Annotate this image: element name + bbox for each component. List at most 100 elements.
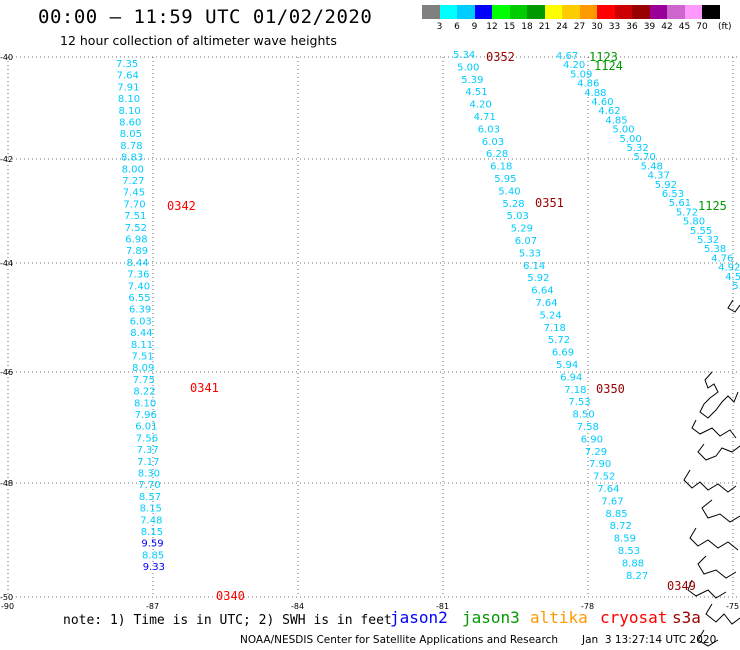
swh-value-0351: 6.64 xyxy=(531,286,553,297)
colorbar-swatch xyxy=(509,5,527,19)
colorbar-labels: 3 6 9 12 15 18 21 24 27 30 33 36 39 42 45 70 xyxy=(422,22,737,34)
colorbar-label: 6 xyxy=(454,22,460,32)
swh-value-0351: 7.18 xyxy=(544,323,566,334)
swh-value-0351: 5.29 xyxy=(511,224,533,235)
coastline xyxy=(683,299,740,647)
swh-value-0351: 7.18 xyxy=(564,385,586,396)
swh-value-0351: 5.33 xyxy=(519,248,541,259)
colorbar-swatch xyxy=(422,5,440,19)
lat-label: -50 xyxy=(0,593,13,602)
swh-value-1124: 5.09 xyxy=(570,69,592,80)
swh-value-0351: 6.94 xyxy=(560,372,582,383)
swh-value-0351: 7.90 xyxy=(589,459,611,470)
colorbar-swatch xyxy=(614,5,632,19)
swh-value-0351: 5.95 xyxy=(494,174,516,185)
swh-value-0351: 6.07 xyxy=(515,236,537,247)
colorbar-label: 33 xyxy=(608,22,621,32)
pass-label-0350: 0350 xyxy=(596,382,625,396)
lon-label: -78 xyxy=(581,602,594,611)
swh-value-1124: 4.85 xyxy=(605,115,627,126)
swh-value-1124: 5.92 xyxy=(655,180,677,191)
swh-value-0351: 8.50 xyxy=(573,410,595,421)
swh-value-1124: 4.88 xyxy=(584,88,606,99)
swh-value-0342: 7.35 xyxy=(116,59,138,70)
swh-value-1124: 5.00 xyxy=(620,134,642,145)
swh-value-1124: 5.32 xyxy=(627,143,649,154)
legend-s3a: s3a xyxy=(672,608,701,627)
swh-value-0342: 8.44 xyxy=(130,328,152,339)
pass-label-0352: 0352 xyxy=(486,50,515,64)
swh-value-0351: 6.03 xyxy=(478,124,500,135)
lat-label: -46 xyxy=(0,368,13,377)
swh-value-0351: 4.71 xyxy=(474,112,496,123)
track-values: 7.357.647.918.108.108.608.058.788.838.00… xyxy=(116,50,740,582)
swh-value-0342: 7.37 xyxy=(137,445,159,456)
swh-value-0342: 9.59 xyxy=(141,539,163,550)
colorbar-label: 21 xyxy=(538,22,551,32)
swh-value-0342: 8.78 xyxy=(120,141,142,152)
swh-value-0351: 8.27 xyxy=(626,571,648,582)
swh-value-0351: 6.69 xyxy=(552,348,574,359)
swh-value-0351: 6.18 xyxy=(490,162,512,173)
pass-label-1125: 1125 xyxy=(698,199,727,213)
swh-value-0351: 5.72 xyxy=(548,335,570,346)
swh-value-0342: 8.10 xyxy=(119,106,141,117)
swh-value-0342: 7.51 xyxy=(124,211,146,222)
colorbar-swatch xyxy=(527,5,545,19)
swh-value-0342: 8.05 xyxy=(120,129,142,140)
swh-value-0342: 8.60 xyxy=(119,118,141,129)
swh-value-0342: 8.30 xyxy=(138,469,160,480)
colorbar-swatch xyxy=(579,5,597,19)
colorbar-swatch xyxy=(667,5,685,19)
swh-value-1124: 4.60 xyxy=(591,97,613,108)
footer-credit: NOAA/NESDIS Center for Satellite Applica… xyxy=(240,634,558,646)
legend-cryosat: cryosat xyxy=(600,608,668,627)
swh-value-1124: 4.37 xyxy=(648,171,670,182)
swh-value-0342: 8.10 xyxy=(118,94,140,105)
swh-value-0351: 5.00 xyxy=(457,62,479,73)
lon-label: -84 xyxy=(291,602,304,611)
colorbar-label: 42 xyxy=(661,22,673,32)
swh-value-0351: 7.29 xyxy=(585,447,607,458)
colorbar-swatch xyxy=(597,5,615,19)
swh-value-0342: 7.45 xyxy=(123,188,145,199)
swh-value-0342: 7.36 xyxy=(127,270,149,281)
map-subtitle: 12 hour collection of altimeter wave hei… xyxy=(60,33,337,48)
swh-value-0351: 5.94 xyxy=(556,360,578,371)
footer-timestamp: Jan 3 13:27:14 UTC 2020 xyxy=(582,634,717,646)
pass-label-0340: 0340 xyxy=(216,589,245,603)
swh-value-0351: 8.85 xyxy=(605,509,627,520)
colorbar-label: 39 xyxy=(643,22,656,32)
swh-value-1124: 5.72 xyxy=(676,207,698,218)
swh-value-0342: 6.55 xyxy=(128,293,150,304)
swh-value-0342: 6.03 xyxy=(130,316,152,327)
colorbar-label: 45 xyxy=(678,22,691,32)
lon-label: -90 xyxy=(1,602,14,611)
swh-value-0351: 5.28 xyxy=(502,199,524,210)
swh-value-0351: 5.34 xyxy=(453,50,475,61)
swh-value-0342: 7.70 xyxy=(123,199,145,210)
swh-value-0342: 8.22 xyxy=(133,387,155,398)
colorbar-swatch xyxy=(492,5,510,19)
colorbar-label: 27 xyxy=(573,22,586,32)
swh-value-0342: 7.64 xyxy=(117,71,139,82)
swh-value-0351: 6.14 xyxy=(523,261,545,272)
swh-value-0351: 6.28 xyxy=(486,149,508,160)
swh-value-1124: 4.92 xyxy=(718,263,740,274)
colorbar-label: 30 xyxy=(591,22,603,32)
swh-value-1124: 5.00 xyxy=(612,125,634,136)
swh-value-0351: 8.59 xyxy=(614,534,636,545)
colorbar-label: 70 xyxy=(696,22,708,32)
swh-value-0342: 8.85 xyxy=(142,550,164,561)
note-text: note: 1) Time is in UTC; 2) SWH is in fe… xyxy=(63,613,392,628)
swh-value-0351: 8.88 xyxy=(622,558,644,569)
swh-value-1124: 5.32 xyxy=(697,235,719,246)
swh-value-0351: 5.39 xyxy=(461,75,483,86)
swh-value-0342: 8.44 xyxy=(127,258,149,269)
lon-label: -87 xyxy=(146,602,159,611)
legend-jason3: jason3 xyxy=(462,608,520,627)
swh-value-0342: 8.09 xyxy=(132,363,154,374)
swh-value-1124: 4.59 xyxy=(725,272,740,283)
pass-label-1123: 1123 xyxy=(589,50,618,64)
swh-value-0342: 7.40 xyxy=(128,281,150,292)
